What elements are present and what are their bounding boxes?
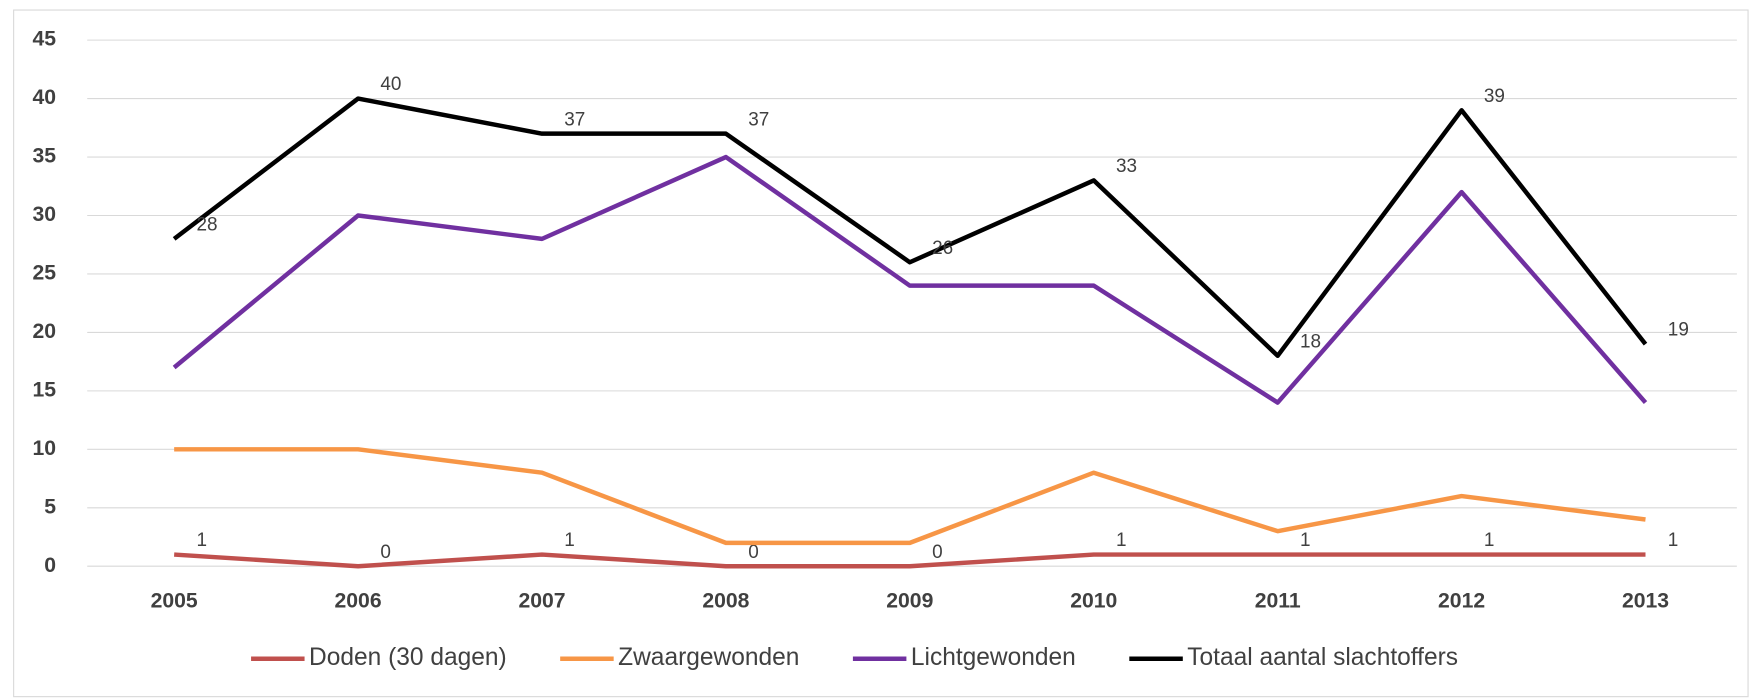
x-tick-label: 2012 — [1438, 590, 1485, 613]
x-tick-label: 2010 — [1070, 590, 1117, 613]
data-label: 0 — [748, 542, 759, 563]
data-label: 18 — [1300, 331, 1321, 352]
x-tick-label: 2011 — [1255, 590, 1301, 613]
series-line — [174, 447, 1646, 546]
data-label: 40 — [380, 74, 401, 95]
y-tick-label: 40 — [32, 86, 56, 109]
series-line — [172, 96, 1648, 359]
x-tick-label: 2005 — [151, 590, 198, 613]
y-tick-label: 25 — [32, 262, 56, 285]
y-tick-label: 30 — [32, 203, 56, 226]
series-line — [172, 154, 1648, 405]
data-label: 0 — [932, 542, 943, 563]
x-tick-label: 2013 — [1622, 590, 1669, 613]
legend-label: Totaal aantal slachtoffers — [1187, 644, 1458, 671]
data-label: 39 — [1484, 86, 1505, 107]
data-label: 26 — [932, 238, 953, 259]
x-tick-label: 2007 — [518, 590, 565, 613]
y-tick-label: 35 — [32, 145, 56, 168]
x-tick-label: 2008 — [702, 590, 749, 613]
data-label: 37 — [564, 109, 585, 130]
legend-label: Doden (30 dagen) — [309, 644, 507, 671]
y-tick-label: 0 — [44, 554, 56, 577]
data-label: 19 — [1668, 320, 1689, 341]
data-label: 1 — [1300, 530, 1311, 551]
data-label: 1 — [1668, 530, 1679, 551]
data-label: 33 — [1116, 156, 1137, 177]
data-label: 37 — [748, 109, 769, 130]
legend-label: Zwaargewonden — [618, 644, 799, 671]
data-label: 0 — [380, 542, 391, 563]
series-line — [174, 552, 1646, 569]
y-tick-label: 20 — [32, 320, 56, 343]
y-tick-label: 45 — [32, 28, 56, 51]
x-tick-label: 2009 — [886, 590, 933, 613]
data-label: 1 — [196, 530, 207, 551]
data-label: 28 — [196, 215, 217, 236]
legend-label: Lichtgewonden — [911, 644, 1076, 671]
y-tick-label: 5 — [44, 495, 56, 518]
x-tick-label: 2006 — [335, 590, 382, 613]
chart-frame — [13, 9, 1749, 698]
data-label: 1 — [564, 530, 575, 551]
data-label: 1 — [1484, 530, 1495, 551]
y-tick-label: 15 — [32, 378, 56, 401]
data-label: 1 — [1116, 530, 1127, 551]
y-tick-label: 10 — [32, 437, 56, 460]
